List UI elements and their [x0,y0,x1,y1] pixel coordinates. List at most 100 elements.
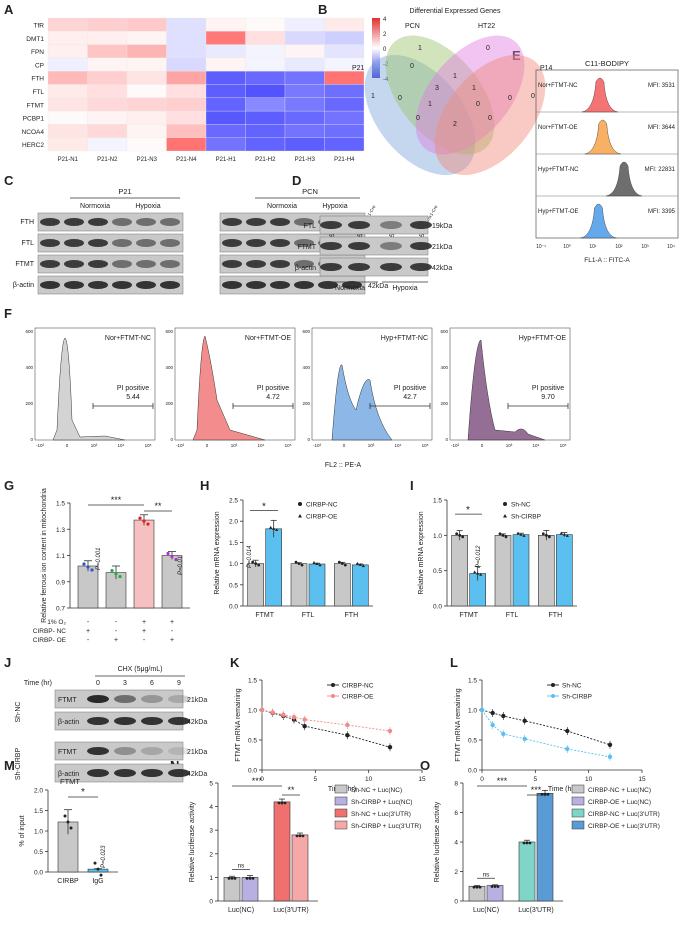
chartH-point [272,527,276,530]
blotC-membrane [37,212,184,232]
heatmap-col-label: P21-H3 [295,157,316,163]
flowF-ytick: 0 [30,437,33,442]
heatmap-cell [126,44,167,59]
chartG-row-label: CIRBP- NC [33,628,67,635]
chartO-point [546,792,550,796]
chartH-point [254,562,258,565]
flowF-ytick: 0 [170,437,173,442]
chartN-category: Luc(NC) [228,907,254,914]
flowF-ytick: 200 [165,401,173,406]
flowF-xtick: 10⁴ [395,443,402,448]
heatmap-cell [47,84,88,98]
blotC-band [160,239,180,247]
blotC-band [88,281,108,289]
heatmap-cell [324,137,365,152]
chart-ytick-label: 1.3 [56,527,65,534]
blotC-band [112,218,132,226]
chartN-point [295,834,299,838]
chartK-ytick-label: 1.5 [248,678,257,685]
venn-count: 0 [531,93,535,100]
chartN-point [227,877,231,880]
blotJ-time-label: Time (hr) [24,680,52,687]
chartH-point [315,562,319,566]
chartH-category: FTMT [255,612,274,619]
chartN-point [230,877,234,880]
chartH-point [337,560,341,564]
flowF-gate-label: PI positive [532,385,564,392]
blotC-band [136,218,156,226]
chart-ytick-label: 2.5 [229,498,238,505]
heatmap-cell [245,97,286,112]
heatmap-col-label: P21-H1 [216,157,237,163]
blotJ-time: 3 [123,680,127,687]
chartL-ytick-label: 1.0 [468,708,477,715]
blotJ-band [114,769,136,777]
flowF-xtick: 10³ [91,443,98,448]
c11-mfi: MFI: 22831 [645,167,676,173]
chart-ytick-label: 1.0 [229,561,238,568]
venn-count: 0 [398,95,402,102]
chartG-row-value: - [87,637,90,644]
chartI-point [473,570,477,574]
c11-row-label: Nor+FTMT-NC [538,83,578,89]
chartI-point [455,532,459,536]
chartN-bar [223,877,241,902]
chart-ytick-label: 0 [209,899,213,906]
chartK-ytick-label: 1.0 [248,708,257,715]
heatmap-cell [47,31,88,45]
chartO-category: Luc(3'UTR) [518,907,554,914]
chartG-point [82,562,86,566]
chartL-xtick-label: 10 [585,776,593,783]
heatmap-row-label: NCOA4 [22,129,45,136]
chartI-bar [494,535,512,607]
heatmap-cell [87,71,128,85]
chartO-bar [518,841,536,902]
chart-ylabel: Relative luciferase activity [434,801,441,882]
blotC-band [294,239,314,247]
blotC-band [270,218,290,226]
chartK-legend-marker [331,694,335,698]
chart-ytick-label: 1.5 [433,498,442,505]
chartK-xtick-label: 10 [365,776,373,783]
blotC-band [136,260,156,268]
flowF-xtick: 10³ [231,443,238,448]
blotJ-band [168,769,190,777]
flowF-sample-label: Hyp+FTMT-OE [519,335,567,342]
heatmap-cell [166,71,207,85]
blotC-membrane [37,275,184,295]
chartI-point [565,534,569,537]
venn-set-HT22 [415,35,525,155]
chart-ytick-label: 0.0 [229,604,238,611]
chartG-point [170,554,174,559]
chartN-point [283,801,287,805]
heatmap-cell [87,17,128,32]
chartI-legend-label: Sh-NC [511,502,531,509]
chartG-point [166,551,170,556]
chartO-bar [536,793,554,902]
flowF-sample-label: Nor+FTMT-NC [105,335,151,342]
heatmap-cell [205,97,246,112]
heatmap-cell [245,31,286,45]
chartI-point [562,532,566,536]
heatmap-cell [47,124,88,138]
blotD-band [410,242,432,250]
chartI-legend-marker [503,502,507,506]
flowF-xtick: 10⁵ [422,443,429,448]
chartN-point [298,834,302,838]
blotC-band [294,218,314,226]
blotD-band-label: FTMT [297,244,316,251]
chartG-point [118,574,122,579]
c11-mfi: MFI: 3531 [648,83,676,89]
blotC-band [64,260,84,268]
heatmap-cell [284,31,325,45]
heatmap-cell [324,97,365,112]
chartK-xtick-label: 0 [260,776,264,783]
chartO-point [493,885,497,888]
blotC-band [136,281,156,289]
venn-set-label: P14 [540,65,553,72]
chartN-legend-swatch [334,820,348,830]
chartM-point [66,820,70,824]
heatmap-cell [126,17,167,32]
chartG-point [90,568,94,572]
heatmap-cell [205,57,246,72]
